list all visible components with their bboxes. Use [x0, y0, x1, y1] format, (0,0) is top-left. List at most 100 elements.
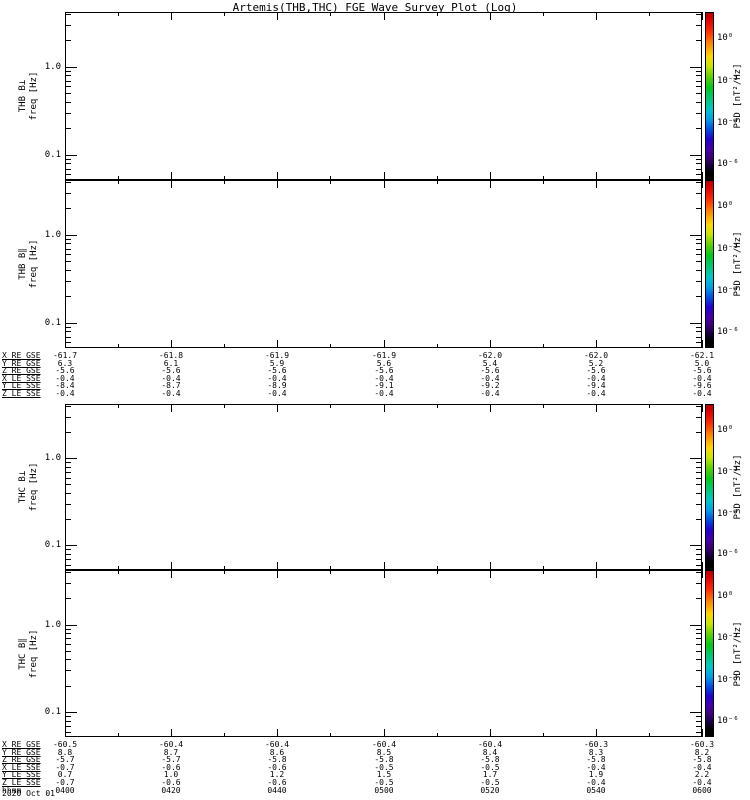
ephemeris-row-label: Z_RE_GSE [2, 366, 41, 376]
ephemeris-value: -0.5 [374, 778, 394, 787]
x-axis-tick [702, 180, 703, 188]
x-axis-minor-tick [118, 176, 119, 180]
freq-axis-minor-tick [65, 182, 71, 183]
plot-frame [65, 404, 702, 570]
freq-axis-minor-tick [696, 478, 702, 479]
freq-axis-minor-tick [65, 261, 71, 262]
ephemeris-value: 5.2 [588, 358, 604, 368]
ephemeris-value: -0.5 [480, 762, 500, 772]
freq-axis-minor-tick [65, 342, 71, 343]
x-axis-minor-tick [649, 570, 650, 574]
ephemeris-value: -5.7 [161, 755, 181, 765]
ephemeris-value: -0.4 [692, 389, 712, 398]
x-axis-minor-tick [437, 12, 438, 16]
x-axis-tick [171, 12, 172, 20]
freq-axis-minor-tick [696, 327, 702, 328]
freq-axis-minor-tick [696, 281, 702, 282]
freq-axis-minor-tick [65, 493, 71, 494]
freq-axis-minor-tick [65, 81, 71, 82]
freq-axis-minor-tick [65, 113, 71, 114]
ephemeris-value: -0.6 [267, 762, 287, 772]
freq-axis-minor-tick [65, 249, 71, 250]
freq-axis-minor-tick [696, 598, 702, 599]
ephemeris-value: -0.4 [480, 373, 500, 383]
panel-axis-label: THB B∥ freq [Hz] [18, 179, 42, 349]
freq-axis-label: freq [Hz] [29, 462, 39, 512]
freq-axis-minor-tick [696, 193, 702, 194]
ephemeris-value: 0600 [692, 785, 712, 795]
ephemeris-value: -0.4 [267, 389, 287, 398]
freq-axis-minor-tick [65, 478, 71, 479]
x-axis-tick [277, 562, 278, 570]
x-axis-tick [171, 180, 172, 188]
freq-axis-minor-tick [696, 484, 702, 485]
freq-axis-minor-tick [65, 732, 71, 733]
freq-axis-minor-tick [696, 629, 702, 630]
colorbar-tick-label: 10⁰ [717, 201, 734, 212]
colorbar-tick-label: 10⁰ [717, 424, 734, 435]
x-axis-tick [171, 570, 172, 578]
ephemeris-value: -8.7 [161, 381, 181, 391]
ephemeris-value: 1.7 [482, 770, 498, 780]
freq-axis-minor-tick [696, 565, 702, 566]
x-axis-tick [384, 12, 385, 20]
ephemeris-value: -0.6 [161, 762, 181, 772]
colorbar [705, 180, 714, 348]
ephemeris-row-label: Z_RE_GSE [2, 755, 41, 765]
ephemeris-row-label: Y_RE_GSE [2, 747, 41, 757]
x-axis-minor-tick [649, 344, 650, 348]
freq-axis-minor-tick [696, 504, 702, 505]
psd-axis-label: PSD [nT²/Hz] [733, 63, 743, 129]
colorbar-tick-label: 10⁰ [717, 33, 734, 44]
x-axis-minor-tick [224, 12, 225, 16]
freq-axis-minor-tick [65, 472, 71, 473]
ephemeris-value: 0440 [267, 785, 287, 795]
x-axis-tick [596, 729, 597, 737]
freq-axis-minor-tick [696, 113, 702, 114]
freq-axis-minor-tick [65, 254, 71, 255]
freq-axis-label: freq [Hz] [29, 239, 39, 289]
freq-axis-minor-tick [696, 638, 702, 639]
freq-axis-minor-tick [65, 14, 71, 15]
x-axis-tick [277, 729, 278, 737]
freq-axis-minor-tick [696, 342, 702, 343]
freq-tick-label: 0.1 [44, 150, 61, 160]
x-axis-minor-tick [330, 566, 331, 570]
freq-axis-minor-tick [65, 163, 71, 164]
freq-axis-minor-tick [65, 519, 71, 520]
x-axis-tick [490, 180, 491, 188]
x-axis-tick [490, 172, 491, 180]
x-axis-tick [65, 180, 66, 188]
x-axis-minor-tick [543, 344, 544, 348]
ephemeris-value: -5.8 [267, 755, 287, 765]
x-axis-minor-tick [118, 733, 119, 737]
ephemeris-value: -9.1 [374, 381, 394, 391]
x-axis-tick [277, 340, 278, 348]
freq-axis-tick [690, 235, 702, 236]
ephemeris-row-label: X_RE_GSE [2, 351, 41, 360]
freq-axis-minor-tick [696, 337, 702, 338]
ephemeris-value: -0.4 [692, 373, 712, 383]
ephemeris-value: -0.4 [55, 389, 75, 398]
freq-axis-minor-tick [65, 193, 71, 194]
colorbar-tick-label: 10⁻² [717, 467, 739, 478]
freq-tick-label: 0.1 [44, 707, 61, 717]
freq-axis-minor-tick [696, 417, 702, 418]
freq-axis-minor-tick [65, 40, 71, 41]
colorbar-tick-label: 10⁻² [717, 243, 739, 254]
ephemeris-value: -8.9 [267, 381, 287, 391]
colorbar-tick-label: 10⁻⁶ [717, 327, 739, 338]
ephemeris-value: -0.4 [161, 373, 181, 383]
x-axis-tick [171, 404, 172, 412]
freq-axis-minor-tick [65, 281, 71, 282]
freq-axis-minor-tick [65, 71, 71, 72]
x-axis-minor-tick [224, 404, 225, 408]
ephemeris-value: 8.4 [482, 747, 498, 757]
x-axis-minor-tick [224, 176, 225, 180]
freq-axis-minor-tick [65, 484, 71, 485]
freq-axis-minor-tick [696, 633, 702, 634]
freq-axis-minor-tick [65, 554, 71, 555]
freq-tick-label: 1.0 [44, 62, 61, 72]
freq-axis-minor-tick [696, 174, 702, 175]
colorbar [705, 570, 714, 737]
